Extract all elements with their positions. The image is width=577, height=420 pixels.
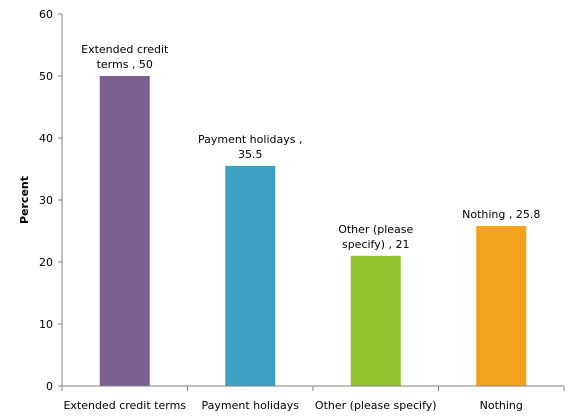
data-label: Extended credit: [81, 43, 169, 56]
category-label: Extended credit terms: [63, 399, 186, 412]
data-label: 35.5: [238, 148, 263, 161]
data-labels: Extended credit terms , 50 Payment holiday…: [81, 43, 540, 251]
y-axis-title: Percent: [18, 176, 31, 224]
y-tick-label: 40: [39, 132, 53, 145]
data-label: specify) , 21: [342, 238, 410, 251]
bar: [476, 226, 527, 386]
bar: [99, 76, 150, 386]
y-tick-label: 30: [39, 194, 53, 207]
bar: [225, 165, 276, 386]
x-axis-labels: Extended credit terms Payment holidays Oth…: [63, 399, 522, 412]
data-label: Nothing , 25.8: [462, 208, 540, 221]
y-tick-label: 20: [39, 256, 53, 269]
category-label: Nothing: [480, 399, 523, 412]
category-label: Payment holidays: [202, 399, 300, 412]
data-label: Other (please: [338, 223, 413, 236]
category-label: Other (please specify): [315, 399, 437, 412]
y-tick-label: 50: [39, 70, 53, 83]
bars: [99, 76, 527, 386]
bar: [350, 255, 401, 386]
data-label: Payment holidays ,: [198, 133, 302, 146]
y-tick-label: 10: [39, 318, 53, 331]
y-axis-ticks: 0 10 20 30 40 50 60: [39, 8, 565, 393]
y-tick-label: 0: [46, 380, 53, 393]
y-tick-label: 60: [39, 8, 53, 21]
data-label: terms , 50: [97, 58, 153, 71]
